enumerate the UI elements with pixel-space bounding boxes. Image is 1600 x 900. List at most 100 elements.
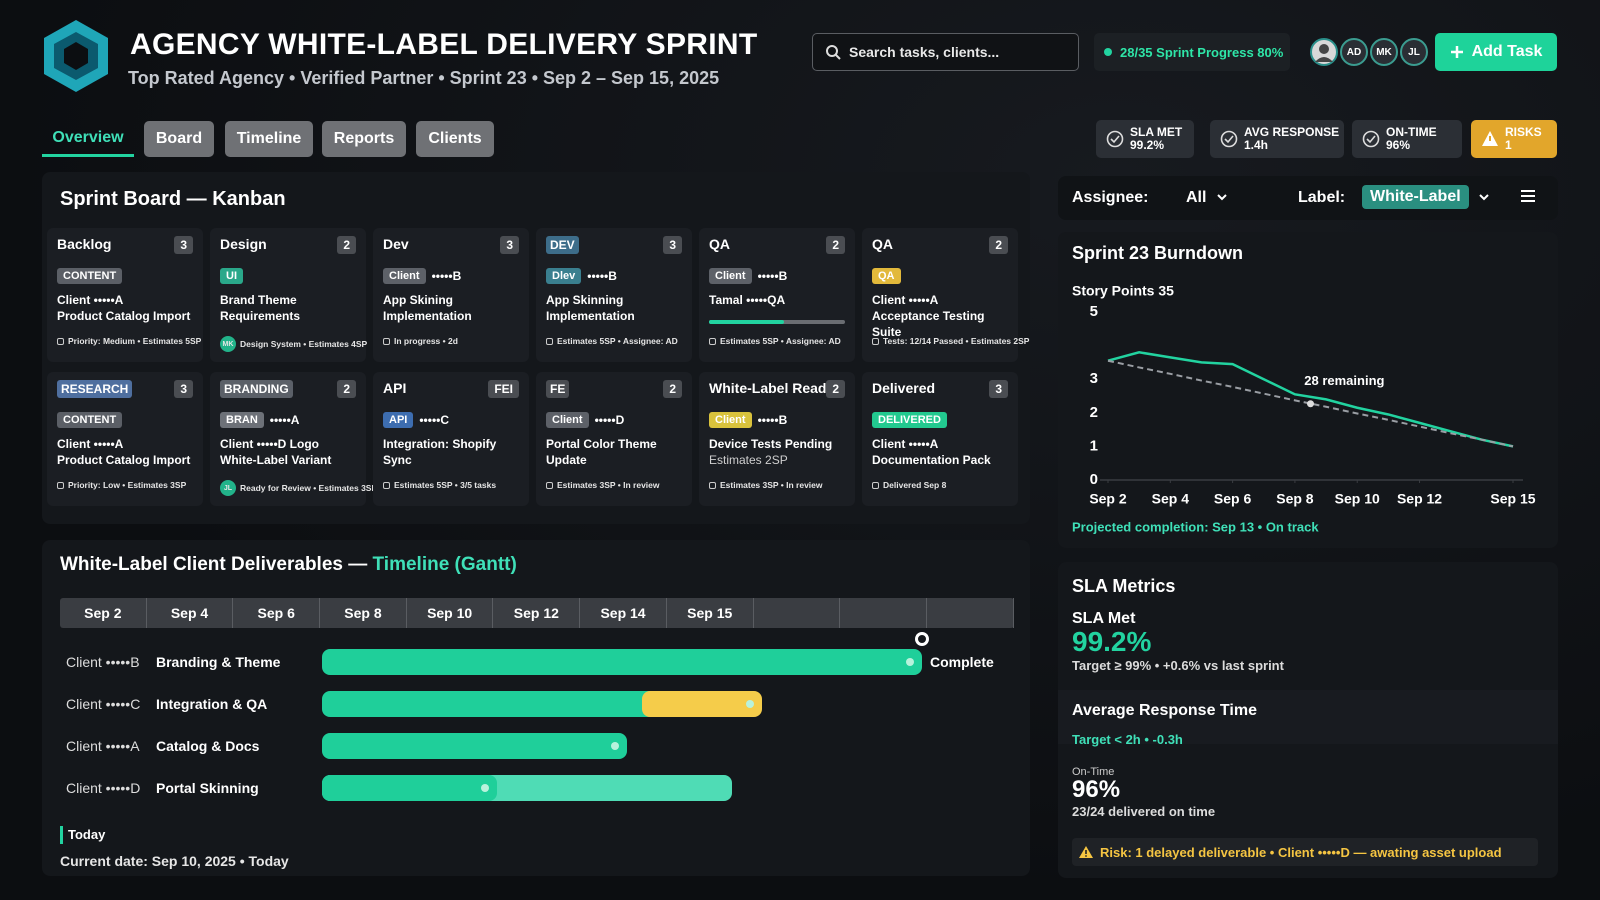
meta-text: Estimates 3SP • In review (557, 480, 660, 490)
meta-icon (383, 337, 390, 345)
meta-icon (709, 337, 716, 345)
kanban-card[interactable]: QA 2 Client •••••B Tamal •••••QA Estimates 5S… (699, 228, 855, 362)
card-client: Client •••••D Logo (220, 437, 319, 451)
row-name: Portal Skinning (156, 780, 259, 796)
tag-note: •••••B (431, 269, 462, 283)
tag: BRAN (220, 412, 264, 428)
kanban-card[interactable]: Design 2 UI Brand Theme Requirements MK Desig… (210, 228, 367, 362)
bar-end (611, 742, 619, 750)
tab[interactable]: Reports (322, 121, 406, 157)
kpi-value: 1.4h (1244, 138, 1269, 152)
gantt-panel: White-Label Client Deliverables — Timeli… (42, 540, 1030, 876)
warning-icon (1079, 846, 1093, 858)
y-tick-label: 3 (1090, 370, 1098, 387)
avatar[interactable]: AD (1340, 38, 1368, 66)
card-client: Client •••••A (57, 293, 124, 307)
row-client: Client •••••C (66, 696, 141, 712)
x-tick-label: Sep 6 (1214, 491, 1252, 507)
search-placeholder: Search tasks, clients... (849, 44, 1000, 60)
kpi-icon (1106, 130, 1124, 148)
gantt-date-cell: Sep 6 (233, 598, 321, 628)
card-meta: In progress • 2d (383, 336, 458, 346)
kpi-label: ON-TIME (1386, 125, 1437, 139)
gantt-date-cell: Sep 10 (407, 598, 494, 628)
gantt-date-cell (927, 598, 1014, 628)
tab[interactable]: Timeline (225, 121, 313, 157)
tab[interactable]: Board (144, 121, 214, 157)
burndown-chart: Sprint 23 Burndown Story Points 35 Proje… (1072, 243, 1536, 535)
kanban-card[interactable]: BRANDING 2 BRAN •••••A Client •••••D Logo Whi… (210, 372, 377, 506)
tag: Client (709, 268, 752, 284)
kpi-icon (1220, 130, 1238, 148)
column-count: 3 (174, 236, 193, 254)
add-task-label: Add Task (1471, 43, 1543, 60)
card-avatar: JL (220, 480, 236, 496)
gantt-date-cell: Sep 4 (147, 598, 234, 628)
row-client: Client •••••D (66, 780, 141, 796)
meta-text: Estimates 5SP • Assignee: AD (720, 336, 841, 346)
kanban-card[interactable]: Dev 3 Client •••••B App Skining Implementati… (373, 228, 529, 362)
card-text: Device Tests Pending Estimates 2SP (709, 436, 851, 468)
column-header: API (383, 380, 407, 396)
column-count: 2 (337, 380, 356, 398)
kanban-card[interactable]: White-Label Ready 2 Client •••••B Device Tes… (699, 372, 855, 506)
kanban-card[interactable]: FE 2 Client •••••D Portal Color Theme Update… (536, 372, 692, 506)
tab[interactable]: Overview (42, 121, 134, 157)
gantt-title: White-Label Client Deliverables — Timeli… (60, 554, 517, 576)
column-count: 2 (826, 236, 845, 254)
meta-text: Estimates 3SP • In review (720, 480, 823, 490)
row-client: Client •••••A (66, 738, 140, 754)
avatar-photo[interactable] (1310, 38, 1338, 66)
card-text: Portal Color Theme Update (546, 436, 688, 468)
kanban-title: Sprint Board — Kanban (60, 188, 286, 210)
card-title: White-Label Variant (220, 453, 332, 467)
avatar[interactable]: MK (1370, 38, 1398, 66)
sla-panel: SLA Metrics SLA Met 99.2% Target ≥ 99% •… (1058, 562, 1558, 878)
kpi-text: AVG RESPONSE 1.4h (1244, 126, 1339, 152)
search-box[interactable]: Search tasks, clients... (812, 33, 1079, 71)
card-title: Integration: Shopify Sync (383, 437, 497, 467)
burndown-panel: Sprint 23 Burndown Story Points 35 Proje… (1058, 232, 1558, 548)
avatar[interactable]: JL (1400, 38, 1428, 66)
kanban-card[interactable]: RESEARCH 3 CONTENT Client •••••A Product Cat… (47, 372, 203, 506)
tag: Client (546, 412, 589, 428)
tag-line: BRAN •••••A (220, 412, 299, 428)
card-title: Brand Theme Requirements (220, 293, 301, 323)
today-label: Today (68, 827, 106, 842)
card-text: Client •••••D Logo White-Label Variant (220, 436, 362, 468)
annotation-marker (1307, 400, 1314, 408)
label-value[interactable]: White-Label (1362, 185, 1469, 209)
tag-line: Client •••••D (546, 412, 624, 428)
tag: Client (709, 412, 752, 428)
assignee-value[interactable]: All (1186, 189, 1207, 206)
kanban-card[interactable]: Backlog 3 CONTENT Client •••••A Product Cata… (47, 228, 203, 362)
chevron (1479, 194, 1489, 201)
tag: UI (220, 268, 243, 284)
kanban-card[interactable]: Delivered 3 DELIVERED Client •••••A Document… (862, 372, 1018, 506)
y-axis-label: Story Points 35 (1072, 283, 1174, 299)
tab[interactable]: Clients (416, 121, 494, 157)
column-count: 3 (989, 380, 1008, 398)
card-text: Client •••••A Acceptance Testing Suite (872, 292, 1014, 340)
kanban-card[interactable]: API FEI API •••••C Integration: Shopify Sync… (373, 372, 529, 506)
progress-fill (709, 320, 784, 324)
card-meta: Estimates 5SP • Assignee: AD (709, 336, 841, 346)
add-task-button[interactable]: Add Task (1435, 33, 1557, 71)
gantt-date-cell: Sep 8 (320, 598, 407, 628)
column-header: BRANDING (220, 380, 293, 398)
menu-icon[interactable] (1520, 188, 1536, 204)
row-client: Client •••••B (66, 654, 140, 670)
gantt-title-text: White-Label Client Deliverables — (60, 554, 373, 575)
tag-note: •••••A (269, 413, 300, 427)
kanban-card[interactable]: QA 2 QA Client •••••A Acceptance Testing Sui… (862, 228, 1029, 362)
column-header: White-Label Ready (709, 380, 835, 396)
assignee-label: Assignee: (1072, 189, 1149, 206)
kanban-card[interactable]: DEV 3 Dlev •••••B App Skinning Implementatio… (536, 228, 692, 362)
risk-banner: Risk: 1 delayed deliverable • Client •••… (1072, 838, 1538, 866)
gantt-bar (642, 691, 762, 717)
gantt-date-cell: Sep 2 (60, 598, 147, 628)
chart-title: Sprint 23 Burndown (1072, 243, 1243, 263)
column-header: Delivered (872, 380, 936, 396)
card-meta: Estimates 3SP • In review (546, 480, 660, 490)
x-tick-label: Sep 10 (1335, 491, 1380, 507)
